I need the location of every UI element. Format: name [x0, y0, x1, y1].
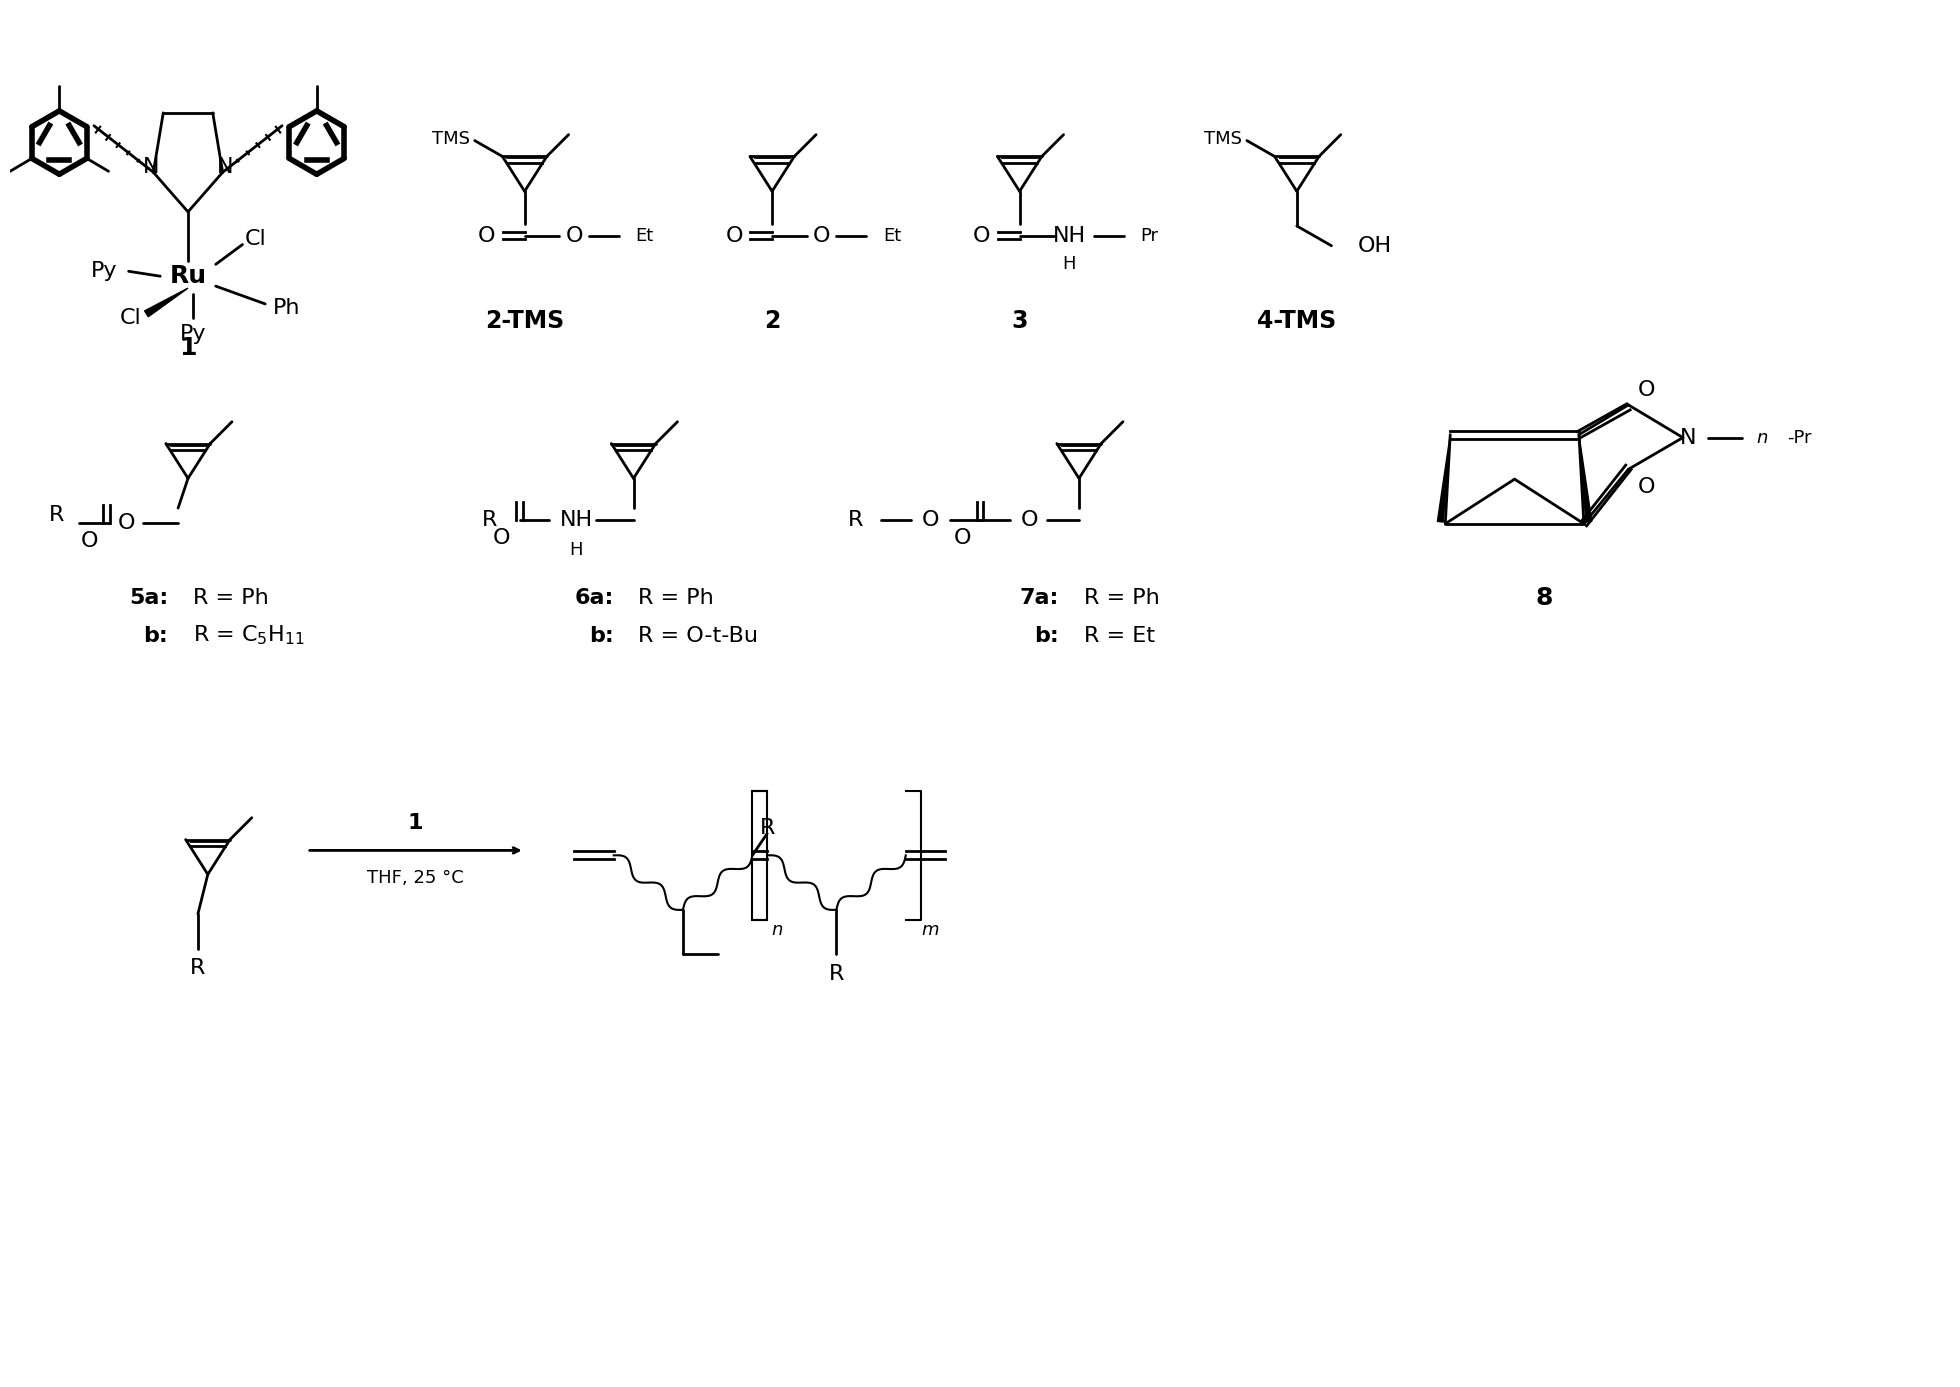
Text: Et: Et: [635, 227, 655, 245]
Text: 1: 1: [408, 813, 423, 832]
Text: O: O: [478, 226, 496, 245]
Text: 2: 2: [764, 309, 780, 333]
Text: O: O: [921, 510, 939, 530]
Text: n: n: [1756, 429, 1768, 447]
Text: O: O: [974, 226, 990, 245]
Text: O: O: [1021, 510, 1039, 530]
Text: 5a:: 5a:: [129, 588, 169, 608]
Polygon shape: [1437, 434, 1450, 522]
Text: R = C$_5$H$_{11}$: R = C$_5$H$_{11}$: [192, 624, 304, 648]
Text: O: O: [1637, 477, 1654, 497]
Text: Cl: Cl: [245, 229, 267, 248]
Text: N: N: [216, 157, 233, 178]
Text: O: O: [564, 226, 582, 245]
Text: OH: OH: [1358, 236, 1392, 255]
Text: H: H: [1062, 255, 1076, 273]
Text: R = O-t-Bu: R = O-t-Bu: [639, 626, 759, 645]
Text: O: O: [1637, 380, 1654, 399]
Text: R = Ph: R = Ph: [192, 588, 269, 608]
Text: THF, 25 °C: THF, 25 °C: [367, 870, 465, 888]
Text: 8: 8: [1535, 585, 1552, 610]
Text: Ru: Ru: [169, 264, 206, 288]
Text: R = Ph: R = Ph: [639, 588, 713, 608]
Text: O: O: [494, 528, 512, 548]
Text: m: m: [921, 921, 939, 939]
Text: Et: Et: [884, 227, 902, 245]
Text: N: N: [1680, 427, 1695, 448]
Text: Py: Py: [180, 323, 206, 344]
Text: NH: NH: [1053, 226, 1086, 245]
Text: R: R: [759, 818, 774, 838]
Text: Py: Py: [90, 261, 118, 282]
Text: 6a:: 6a:: [574, 588, 613, 608]
Text: n: n: [772, 921, 782, 939]
Text: Pr: Pr: [1141, 227, 1158, 245]
Text: O: O: [725, 226, 743, 245]
Text: R: R: [190, 958, 206, 978]
Text: R: R: [849, 510, 862, 530]
Text: b:: b:: [143, 626, 169, 645]
Text: -Pr: -Pr: [1788, 429, 1811, 447]
Text: 7a:: 7a:: [1019, 588, 1058, 608]
Text: R: R: [49, 505, 65, 526]
Text: 3: 3: [1011, 309, 1027, 333]
Text: NH: NH: [559, 510, 592, 530]
Text: R = Et: R = Et: [1084, 626, 1154, 645]
Text: R: R: [482, 510, 498, 530]
Text: TMS: TMS: [431, 129, 470, 147]
Text: b:: b:: [588, 626, 613, 645]
Text: R = Ph: R = Ph: [1084, 588, 1160, 608]
Text: Cl: Cl: [120, 308, 141, 327]
Text: H: H: [568, 541, 582, 559]
Text: TMS: TMS: [1203, 129, 1243, 147]
Polygon shape: [1580, 434, 1592, 522]
Text: 2-TMS: 2-TMS: [484, 309, 564, 333]
Text: N: N: [143, 157, 159, 178]
Text: O: O: [118, 513, 135, 533]
Text: R: R: [829, 964, 845, 985]
Text: 1: 1: [178, 337, 196, 361]
Text: Ph: Ph: [272, 298, 300, 318]
Text: b:: b:: [1035, 626, 1058, 645]
Text: O: O: [80, 531, 98, 551]
Polygon shape: [145, 288, 188, 316]
Text: O: O: [813, 226, 831, 245]
Text: O: O: [953, 528, 970, 548]
Text: 4-TMS: 4-TMS: [1256, 309, 1337, 333]
